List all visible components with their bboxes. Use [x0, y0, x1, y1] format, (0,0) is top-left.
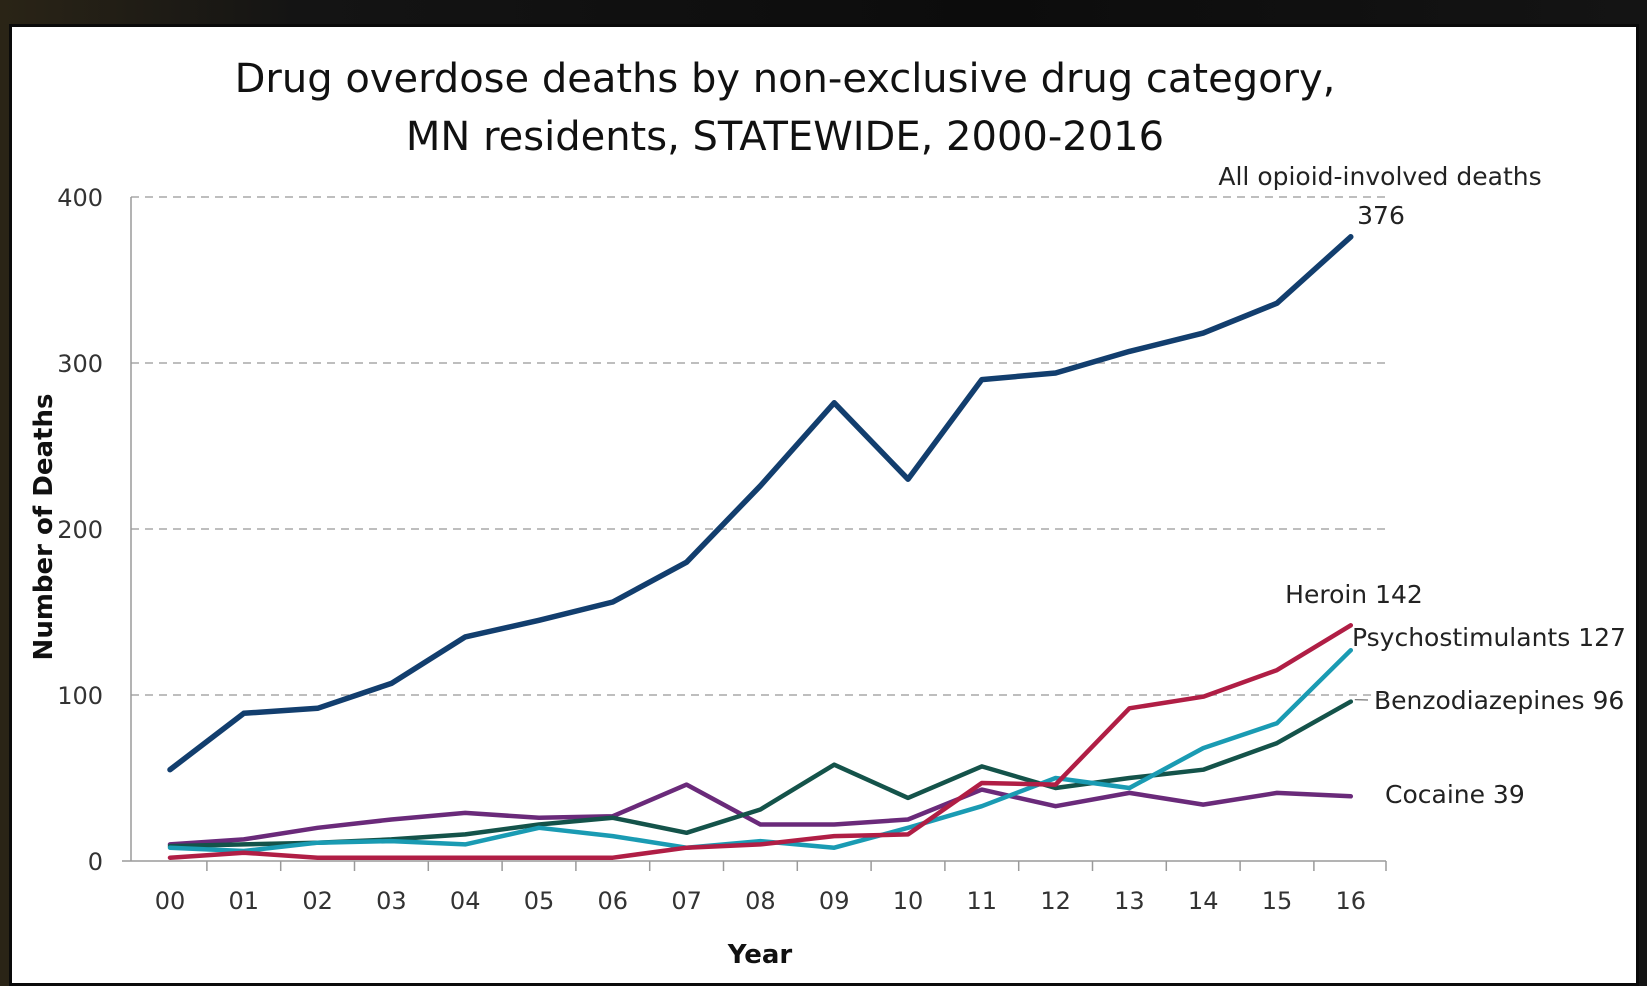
x-tick-label-16: 16	[1336, 887, 1367, 915]
annotation-heroin-142: Heroin 142	[1285, 580, 1423, 609]
series-lines	[167, 234, 1354, 860]
annotation-all-opioid-involved-deaths: All opioid-involved deaths	[1218, 162, 1541, 191]
annotation-psychostimulants-127: Psychostimulants 127	[1352, 623, 1626, 652]
series-line-all-opioid-involved-deaths	[167, 234, 1354, 773]
y-tick-label-200: 200	[57, 516, 103, 544]
y-tick-label-0: 0	[88, 848, 103, 876]
chart-subtitle: MN residents, STATEWIDE, 2000-2016	[406, 114, 1164, 160]
y-tick-labels: 0 100 200 300 400	[57, 184, 103, 876]
annotation-cocaine-39: Cocaine 39	[1385, 780, 1525, 809]
y-tick-label-100: 100	[57, 682, 103, 710]
x-tick-label-05: 05	[524, 887, 555, 915]
chart-title: Drug overdose deaths by non-exclusive dr…	[235, 56, 1336, 102]
x-tick-labels: 00 01 02 03 04 05 06 07 08 09 10 11 12 13 14 15 16	[155, 887, 1366, 915]
axes	[122, 197, 1387, 871]
series-line-cocaine	[167, 782, 1354, 847]
x-tick-label-06: 06	[598, 887, 629, 915]
x-tick-label-09: 09	[819, 887, 850, 915]
x-tick-label-08: 08	[745, 887, 776, 915]
annotation-376: 376	[1357, 201, 1405, 230]
x-tick-label-12: 12	[1040, 887, 1071, 915]
annotations: All opioid-involved deaths 376 Heroin 142 P…	[1218, 162, 1626, 809]
x-tick-label-14: 14	[1188, 887, 1219, 915]
annotation-benzodiazepines-96: Benzodiazepines 96	[1374, 686, 1624, 715]
x-tick-label-02: 02	[302, 887, 333, 915]
series-line-psychostimulants	[167, 647, 1354, 854]
x-tick-label-00: 00	[155, 887, 186, 915]
x-tick-label-15: 15	[1262, 887, 1293, 915]
y-tick-label-300: 300	[57, 350, 103, 378]
series-line-heroin	[167, 623, 1354, 860]
x-tick-label-11: 11	[967, 887, 998, 915]
y-axis-title: Number of Deaths	[29, 394, 59, 661]
x-tick-label-03: 03	[376, 887, 407, 915]
x-tick-label-04: 04	[450, 887, 481, 915]
x-tick-label-01: 01	[229, 887, 260, 915]
gridlines	[131, 196, 1386, 696]
x-axis-title: Year	[727, 940, 793, 970]
x-tick-label-07: 07	[671, 887, 702, 915]
y-tick-label-400: 400	[57, 184, 103, 212]
x-tick-label-10: 10	[893, 887, 924, 915]
x-tick-label-13: 13	[1114, 887, 1145, 915]
